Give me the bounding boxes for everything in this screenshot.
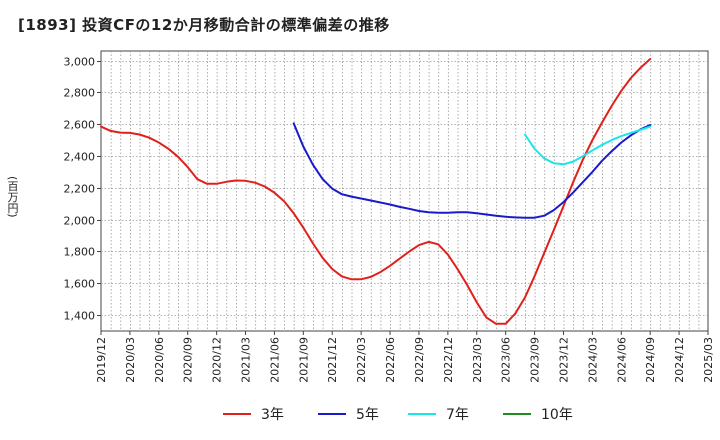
x-tick-label: 2022/06	[384, 337, 397, 383]
x-tick-label: 2022/09	[413, 337, 426, 383]
legend-label-0: 3年	[261, 407, 284, 423]
legend-label-3: 10年	[541, 407, 573, 423]
x-tick-label: 2021/12	[326, 337, 339, 383]
legend-label-1: 5年	[356, 407, 379, 423]
series-line-2	[523, 125, 652, 166]
y-tick-label: 1,800	[64, 246, 96, 259]
x-tick-label: 2023/09	[529, 337, 542, 383]
x-tick-label: 2020/06	[153, 337, 166, 383]
x-tick-label: 2022/03	[355, 337, 368, 383]
x-tick-label: 2025/03	[702, 337, 715, 383]
x-tick-label: 2021/06	[268, 337, 281, 383]
x-tick-label: 2021/09	[297, 337, 310, 383]
x-tick-label: 2024/03	[586, 337, 599, 383]
y-axis-label: (百万円)	[6, 176, 19, 218]
y-tick-label: 2,000	[64, 215, 96, 228]
x-tick-label: 2019/12	[95, 337, 108, 383]
y-tick-label: 3,000	[64, 56, 96, 69]
y-tick-label: 2,600	[64, 119, 96, 132]
y-tick-label: 2,800	[64, 87, 96, 100]
y-tick-label: 1,600	[64, 278, 96, 291]
x-tick-label: 2024/09	[644, 337, 657, 383]
x-tick-label: 2023/03	[471, 337, 484, 383]
chart-title: [1893] 投資CFの12か月移動合計の標準偏差の推移	[18, 16, 390, 34]
y-tick-label: 2,400	[64, 151, 96, 164]
x-tick-label: 2021/03	[240, 337, 253, 383]
x-tick-label: 2024/12	[673, 337, 686, 383]
y-tick-label: 2,200	[64, 183, 96, 196]
x-tick-label: 2024/06	[615, 337, 628, 383]
x-tick-label: 2023/06	[500, 337, 513, 383]
x-tick-label: 2020/12	[211, 337, 224, 383]
series-line-0	[100, 58, 652, 325]
series-line-1	[292, 122, 652, 219]
x-tick-label: 2023/12	[557, 337, 570, 383]
plot-area	[100, 50, 709, 332]
legend-label-2: 7年	[446, 407, 469, 423]
x-tick-label: 2020/03	[124, 337, 137, 383]
y-tick-label: 1,400	[64, 310, 96, 323]
x-tick-label: 2022/12	[442, 337, 455, 383]
x-tick-label: 2020/09	[182, 337, 195, 383]
